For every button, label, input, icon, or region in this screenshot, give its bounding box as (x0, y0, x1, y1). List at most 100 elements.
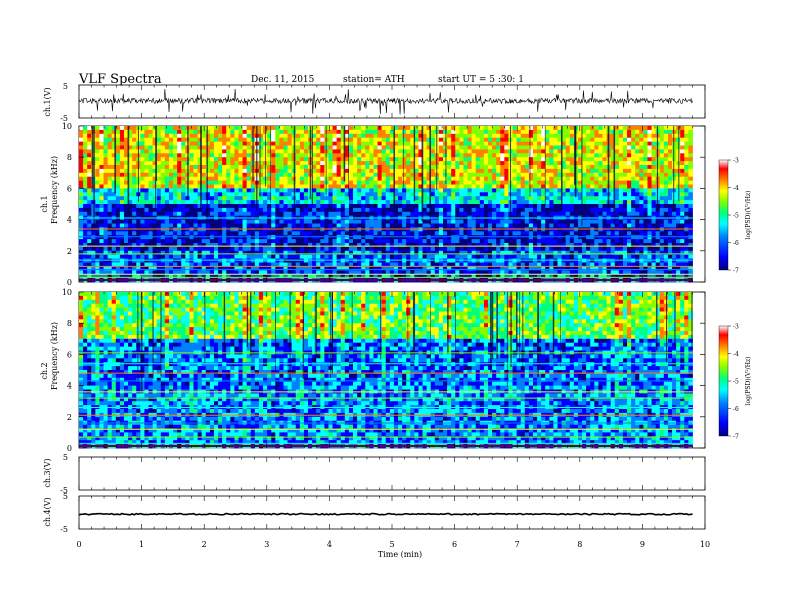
spectrogram-cell (238, 184, 243, 189)
spectrogram-cell (545, 149, 550, 154)
spectrogram-cell (312, 200, 317, 205)
spectrogram-cell (115, 266, 121, 271)
spectrogram-cell (410, 274, 415, 279)
spectrogram-cell (512, 219, 518, 224)
spectrogram-cell (316, 153, 321, 158)
spectrogram-cell (553, 250, 558, 256)
spectrogram-cell (156, 223, 162, 228)
spectrogram-cell (479, 246, 485, 252)
spectrogram-cell (164, 141, 170, 146)
spectrogram-cell (185, 270, 190, 275)
spectrogram-cell (496, 270, 501, 275)
spectrogram-cell (471, 246, 477, 252)
spectrogram-cell (577, 274, 583, 279)
spectrogram-cell (561, 184, 567, 189)
spectrogram-cell (103, 254, 109, 259)
spectrogram-cell (430, 262, 436, 267)
spectrogram-cell (148, 211, 154, 217)
spectrogram-cell (312, 157, 317, 162)
spectrogram-cell (312, 165, 317, 170)
spectrogram-cell (463, 207, 468, 213)
spectrogram-cell (140, 176, 145, 181)
spectrogram-cell (504, 126, 509, 131)
spectrogram-cell (279, 219, 284, 224)
spectrogram-cell (500, 157, 505, 162)
spectrogram-cell (263, 235, 268, 240)
spectrogram-cell (299, 200, 305, 205)
spectrogram-cell (267, 153, 272, 158)
spectrogram-cell (414, 250, 419, 256)
spectrogram-cell (447, 246, 452, 252)
spectrogram-cell (242, 262, 248, 267)
spectrogram-cell (475, 239, 481, 244)
spectrogram-cell (148, 227, 154, 232)
spectrogram-cell (573, 262, 579, 267)
spectrogram-cell (438, 172, 444, 178)
spectrogram-cell (377, 266, 383, 271)
spectrogram-cell (267, 196, 272, 201)
spectrogram-cell (393, 184, 399, 189)
spectrogram-cell (532, 165, 538, 170)
spectrogram-cell (545, 207, 550, 213)
spectrogram-cell (402, 149, 407, 154)
spectrogram-cell (95, 250, 100, 256)
spectrogram-cell (463, 227, 468, 232)
spectrogram-cell (181, 145, 186, 150)
spectrogram-cell (222, 188, 227, 193)
spectrogram-cell (569, 204, 575, 209)
spectrogram-cell (369, 192, 374, 197)
spectrogram-cell (95, 266, 100, 271)
spectrogram-cell (316, 133, 321, 139)
spectrogram-cell (459, 180, 464, 185)
spectrogram-cell (201, 266, 207, 271)
spectrogram-cell (532, 274, 538, 279)
spectrogram-cell (479, 126, 485, 131)
spectrogram-cell (291, 219, 297, 224)
spectrogram-cell (467, 184, 473, 189)
spectrogram-cell (492, 223, 497, 228)
spectrogram-cell (226, 141, 231, 146)
spectrogram-cell (393, 246, 399, 252)
spectrogram-cell (516, 219, 522, 224)
spectrogram-cell (140, 165, 145, 170)
spectrogram-cell (79, 196, 84, 201)
spectrogram-cell (438, 188, 444, 193)
spectrogram-cell (520, 161, 526, 166)
spectrogram-cell (414, 258, 419, 263)
spectrogram-cell (353, 223, 358, 228)
spectrogram-cell (164, 204, 170, 209)
spectrogram-cell (173, 172, 178, 178)
spectrogram-cell (418, 161, 423, 166)
spectrogram-cell (434, 211, 440, 217)
spectrogram-cell (492, 137, 497, 142)
spectrogram-cell (123, 207, 129, 213)
spectrogram-cell (459, 235, 464, 240)
spectrogram-cell (410, 176, 415, 181)
spectrogram-cell (467, 227, 473, 232)
spectrogram-cell (320, 258, 325, 263)
spectrogram-cell (414, 243, 419, 248)
spectrogram-cell (492, 129, 497, 135)
spectrogram-cell (103, 133, 109, 139)
spectrogram-cell (475, 172, 481, 178)
spectrogram-cell (258, 266, 264, 271)
spectrogram-cell (168, 145, 174, 150)
spectrogram-cell (573, 219, 579, 224)
spectrogram-cell (312, 262, 317, 267)
spectrogram-cell (303, 184, 309, 189)
spectrogram-cell (569, 254, 575, 259)
spectrogram-cell (561, 235, 567, 240)
spectrogram-cell (128, 126, 133, 131)
spectrogram-cell (577, 184, 583, 189)
spectrogram-cell (410, 219, 415, 224)
spectrogram-cell (316, 126, 321, 131)
spectrogram-cell (365, 204, 370, 209)
spectrogram-cell (103, 165, 109, 170)
spectrogram-cell (512, 145, 518, 150)
spectrogram-cell (205, 180, 211, 185)
spectrogram-cell (226, 196, 231, 201)
spectrogram-cell (565, 223, 571, 228)
spectrogram-cell (398, 188, 403, 193)
spectrogram-cell (320, 250, 325, 256)
spectrogram-cell (553, 188, 558, 193)
